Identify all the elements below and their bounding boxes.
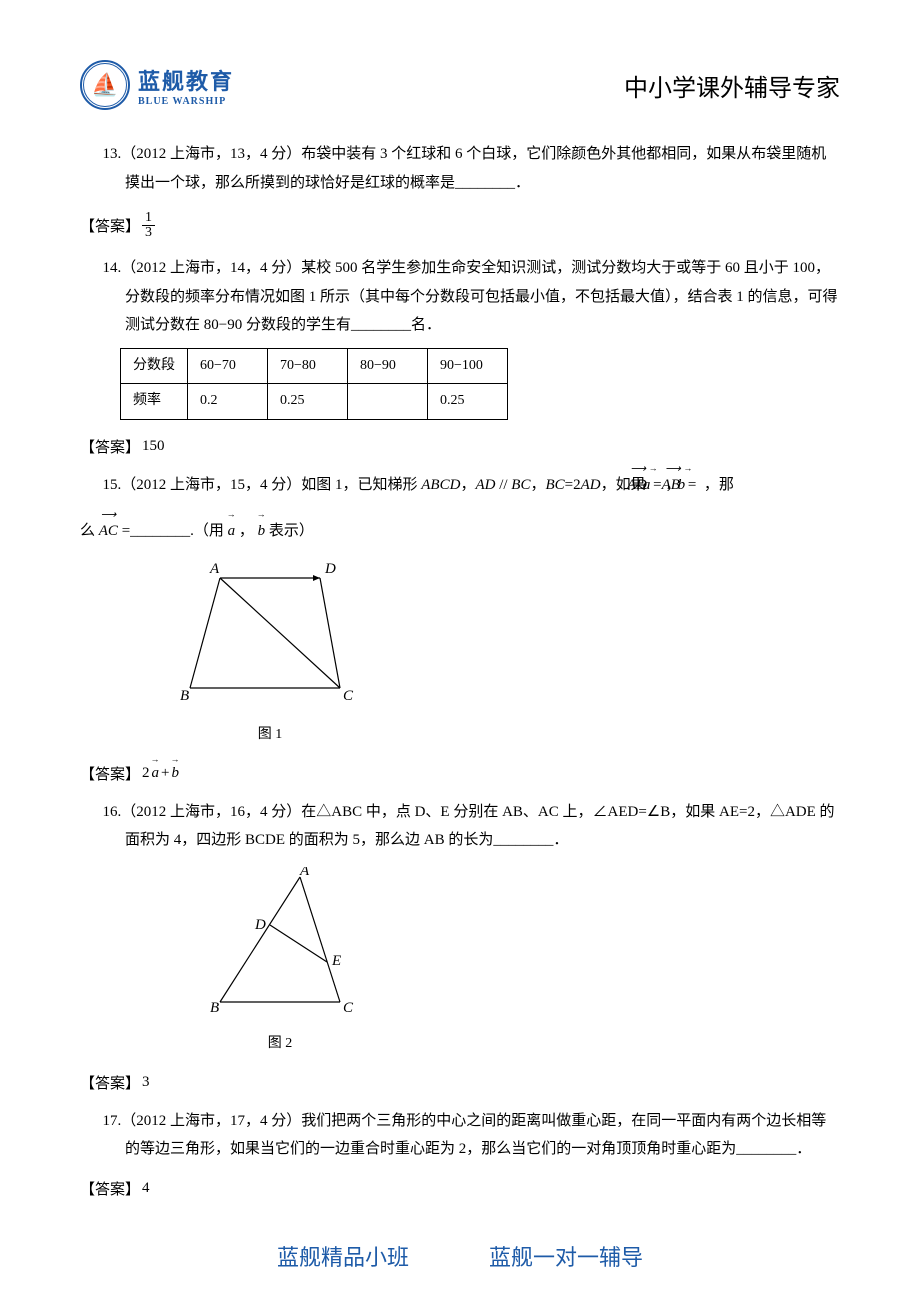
cell: 60−70 [188,348,268,384]
t: ， [460,477,475,493]
t: BC [511,477,530,493]
svg-text:A: A [209,561,220,577]
t: 15.（2012 上海市，15，4 分）如图 1，已知梯形 [103,477,422,493]
denominator: 3 [142,226,155,240]
t: =2 [565,477,581,493]
cell: 0.25 [428,384,508,420]
answer-label: 【答案】 [80,1178,140,1199]
answer-label: 【答案】 [80,215,140,236]
t: BC [545,477,564,493]
q13-fraction: 1 3 [142,211,155,240]
question-17: 17.（2012 上海市，17，4 分）我们把两个三角形的中心之间的距离叫做重心… [80,1107,840,1164]
trapezoid-svg: A D B C [180,558,380,708]
t: 表示） [265,523,314,539]
fig1-caption: 图 1 [180,722,360,749]
logo-en: BLUE WARSHIP [138,96,234,107]
cell: 70−80 [268,348,348,384]
question-16: 16.（2012 上海市，16，4 分）在△ABC 中，点 D、E 分别在 AB… [80,798,840,1058]
vector-a: a [152,765,160,782]
t: + [161,765,169,782]
question-15: 15.（2012 上海市，15，4 分）如图 1，已知梯形 ABCD，AD //… [80,471,840,749]
table-row: 分数段 60−70 70−80 80−90 90−100 [121,348,508,384]
answer-label: 【答案】 [80,763,140,784]
vector-b: b [171,765,179,782]
footer-right: 蓝舰一对一辅导 [489,1240,643,1272]
logo-text: 蓝舰教育 BLUE WARSHIP [138,64,234,107]
vector-a: a [228,517,236,546]
vector-AC: AC [99,517,118,546]
logo-cn: 蓝舰教育 [138,64,234,96]
ans: 2 [142,765,150,782]
t: ABCD [421,477,460,493]
answer-value: 3 [142,1074,150,1091]
q15-answer: 【答案】 2 a + b [80,763,840,784]
q17-text: 17.（2012 上海市，17，4 分）我们把两个三角形的中心之间的距离叫做重心… [80,1107,840,1164]
header-title: 中小学课外辅导专家 [624,68,840,103]
cell [348,384,428,420]
answer-label: 【答案】 [80,436,140,457]
t: ，那 [700,477,734,493]
svg-text:B: B [180,688,189,704]
q14-text: 14.（2012 上海市，14，4 分）某校 500 名学生参加生命安全知识测试… [80,254,840,340]
numerator: 1 [142,211,155,226]
t: 么 [80,523,95,539]
t: ， [530,477,545,493]
q15-text-line1: 15.（2012 上海市，15，4 分）如图 1，已知梯形 ABCD，AD //… [80,471,840,500]
cell: 0.25 [268,384,348,420]
cell: 80−90 [348,348,428,384]
page-footer: 蓝舰精品小班 蓝舰一对一辅导 [0,1240,920,1272]
q15-text-line2: 么 AC =________.（用 a ， b 表示） [80,517,840,546]
figure-2: A B C D E 图 2 [200,867,840,1058]
svg-text:E: E [331,953,341,969]
t: ， [235,523,258,539]
vector-b: b [258,517,266,546]
svg-text:C: C [343,688,354,704]
answer-value: 4 [142,1180,150,1197]
footer-left: 蓝舰精品小班 [277,1240,409,1272]
cell: 频率 [121,384,188,420]
frequency-table: 分数段 60−70 70−80 80−90 90−100 频率 0.2 0.25… [120,348,508,420]
cell: 分数段 [121,348,188,384]
svg-text:D: D [324,561,336,577]
figure-1: A D B C 图 1 [180,558,840,749]
question-14: 14.（2012 上海市，14，4 分）某校 500 名学生参加生命安全知识测试… [80,254,840,420]
t: AD [581,477,601,493]
t: = [684,477,700,493]
answer-label: 【答案】 [80,1072,140,1093]
cell: 90−100 [428,348,508,384]
triangle-svg: A B C D E [200,867,400,1017]
logo-area: ⛵ 蓝舰教育 BLUE WARSHIP [80,60,234,110]
q16-answer: 【答案】 3 [80,1072,840,1093]
svg-text:C: C [343,1000,354,1016]
logo-icon: ⛵ [80,60,130,110]
table-row: 频率 0.2 0.25 0.25 [121,384,508,420]
q14-answer: 【答案】 150 [80,436,840,457]
question-13: 13.（2012 上海市，13，4 分）布袋中装有 3 个红球和 6 个白球，它… [80,140,840,197]
t: AD [475,477,495,493]
svg-text:B: B [210,1000,219,1016]
svg-text:A: A [299,867,310,879]
fig2-caption: 图 2 [200,1031,360,1058]
q13-text: 13.（2012 上海市，13，4 分）布袋中装有 3 个红球和 6 个白球，它… [80,140,840,197]
ship-icon: ⛵ [91,72,118,98]
cell: 0.2 [188,384,268,420]
page-header: ⛵ 蓝舰教育 BLUE WARSHIP 中小学课外辅导专家 [80,60,840,110]
q16-text: 16.（2012 上海市，16，4 分）在△ABC 中，点 D、E 分别在 AB… [80,798,840,855]
q13-answer: 【答案】 1 3 [80,211,840,240]
q17-answer: 【答案】 4 [80,1178,840,1199]
answer-value: 150 [142,438,165,455]
svg-text:D: D [254,917,266,933]
t: =________.（用 [118,523,228,539]
t: // [495,477,511,493]
